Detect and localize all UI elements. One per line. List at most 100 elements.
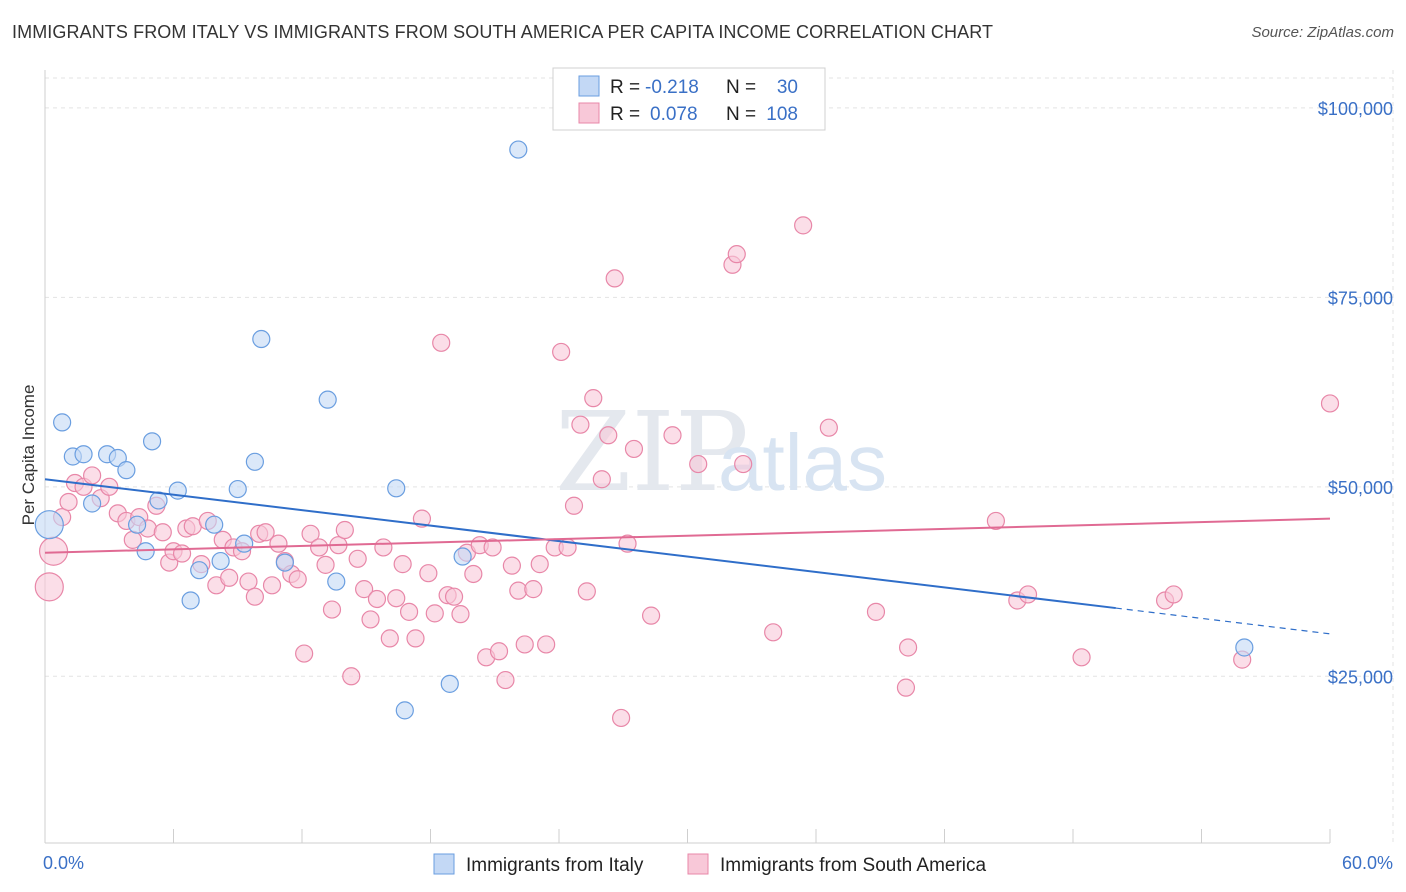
point-south-america-61 (451, 605, 470, 624)
point-south-america-51 (387, 589, 406, 608)
point-south-america-46 (355, 580, 374, 599)
point-south-america-31 (256, 523, 275, 542)
point-south-america-48 (367, 589, 387, 609)
point-italy-3 (74, 445, 93, 464)
point-south-america-39 (310, 538, 329, 557)
trend-line-italy-extension (1115, 607, 1331, 635)
point-south-america-88 (641, 606, 661, 625)
point-south-america-74 (537, 635, 556, 654)
legend-r-label-italy: R = (610, 77, 640, 98)
point-south-america-18 (172, 544, 192, 563)
point-south-america-79 (571, 415, 590, 434)
point-italy-23 (327, 572, 346, 591)
legend-n-value-italy: 30 (777, 77, 798, 98)
trend-line-italy (44, 478, 1116, 610)
y-tick-label-25000: $25,000 (1328, 667, 1393, 687)
legend-r-value-south-america: 0.078 (650, 104, 698, 125)
point-italy-21 (275, 553, 294, 572)
point-south-america-50 (380, 629, 399, 648)
point-south-america-43 (335, 520, 354, 540)
point-south-america-103 (1072, 648, 1091, 667)
point-italy-28 (509, 140, 528, 159)
point-south-america-41 (322, 600, 342, 619)
point-south-america-89 (663, 426, 682, 445)
point-south-america-100 (986, 511, 1006, 531)
point-italy-29 (1235, 638, 1254, 657)
point-south-america-70 (509, 581, 528, 600)
point-italy-1 (53, 413, 72, 432)
point-italy-15 (205, 515, 224, 534)
point-south-america-67 (489, 642, 509, 661)
series-legend-label-south-america: Immigrants from South America (720, 855, 987, 876)
point-italy-22 (318, 390, 337, 409)
legend-r-value-italy: -0.218 (645, 77, 699, 98)
point-south-america-54 (406, 629, 425, 648)
point-italy-14 (190, 561, 209, 580)
point-south-america-49 (374, 538, 393, 557)
x-tick-label-max: 60.0% (1342, 853, 1393, 873)
gridlines (45, 70, 1394, 843)
point-italy-24 (387, 479, 406, 498)
point-south-america-105 (1164, 585, 1183, 604)
point-south-america-36 (288, 570, 307, 589)
point-south-america-97 (866, 602, 886, 621)
point-south-america-94 (764, 623, 783, 642)
point-south-america-52 (393, 555, 412, 574)
point-south-america-56 (419, 564, 438, 583)
point-south-america-63 (464, 564, 483, 584)
point-south-america-29 (245, 587, 264, 606)
point-italy-18 (235, 534, 254, 553)
legend-swatch-italy (578, 75, 600, 97)
point-italy-17 (228, 479, 247, 499)
series-legend: Immigrants from Italy Immigrants from So… (433, 853, 987, 876)
point-south-america-66 (483, 538, 502, 557)
point-south-america-53 (399, 602, 419, 621)
point-south-america-78 (564, 496, 584, 515)
point-south-america-87 (624, 439, 644, 459)
point-south-america-98 (896, 678, 916, 697)
legend-n-value-south-america: 108 (766, 104, 798, 125)
point-italy-7 (117, 461, 136, 480)
point-south-america-33 (269, 534, 288, 553)
legend-r-label-south-america: R = (610, 104, 640, 125)
point-south-america-93 (734, 454, 753, 474)
point-south-america-1 (38, 536, 69, 566)
trend-line-south-america (44, 517, 1331, 554)
point-south-america-44 (342, 667, 361, 686)
point-south-america-6 (83, 466, 102, 485)
series-legend-swatch-south-america (687, 853, 709, 875)
point-south-america-90 (689, 454, 708, 474)
point-south-america-40 (316, 555, 335, 574)
point-south-america-72 (524, 580, 543, 599)
point-italy-8 (127, 515, 147, 534)
point-italy-19 (245, 452, 264, 471)
correlation-legend: R = -0.218 N = 30 R = 0.078 N = 108 (552, 67, 826, 131)
point-south-america-107 (1320, 394, 1340, 413)
x-tick-label-min: 0.0% (43, 853, 84, 873)
series-legend-label-italy: Immigrants from Italy (466, 855, 644, 876)
point-south-america-102 (1018, 585, 1038, 604)
point-south-america-58 (432, 333, 451, 352)
point-south-america-92 (727, 245, 746, 264)
point-south-america-96 (819, 418, 838, 437)
point-south-america-95 (794, 216, 813, 235)
point-south-america-71 (515, 635, 534, 654)
trend-lines (44, 478, 1331, 635)
point-south-america-60 (444, 587, 464, 606)
y-tick-label-100000: $100,000 (1318, 99, 1393, 119)
point-italy-16 (211, 551, 230, 571)
point-south-america-3 (59, 492, 78, 512)
point-south-america-99 (898, 638, 918, 657)
point-south-america-80 (577, 582, 596, 601)
point-south-america-68 (496, 670, 515, 690)
data-points (34, 140, 1340, 728)
point-south-america-25 (220, 568, 239, 587)
point-italy-13 (181, 591, 200, 610)
series-legend-swatch-italy (433, 853, 455, 875)
y-tick-labels: $25,000 $50,000 $75,000 $100,000 (1318, 99, 1393, 687)
point-south-america-82 (592, 470, 611, 489)
point-italy-4 (83, 494, 102, 513)
point-south-america-55 (412, 509, 432, 528)
point-south-america-37 (295, 644, 314, 663)
